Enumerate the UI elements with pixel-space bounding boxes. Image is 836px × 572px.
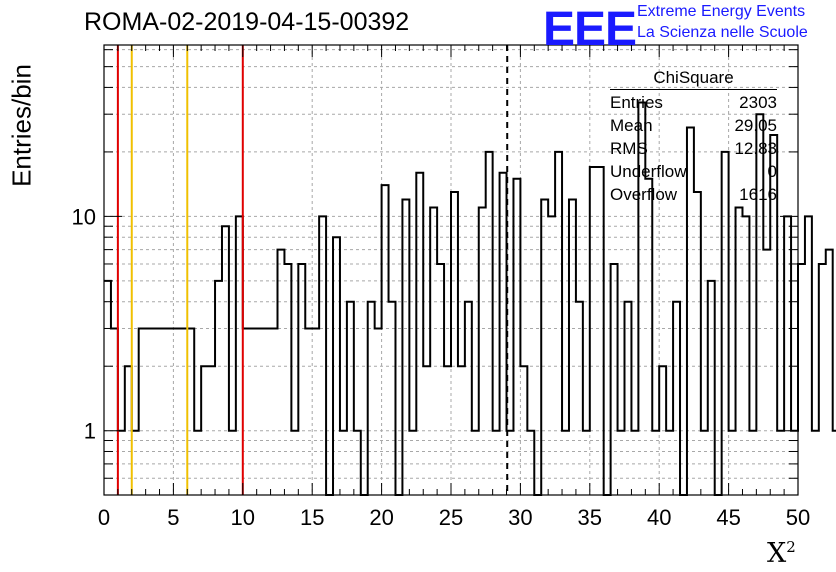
- x-tick-label: 10: [231, 505, 255, 530]
- stats-box: ChiSquare Entries 2303 Mean 29.05 RMS 12…: [610, 68, 777, 207]
- logo-tagline-2: La Scienza nelle Scuole: [637, 24, 808, 41]
- stats-row: RMS 12.83: [610, 138, 777, 161]
- stats-row: Mean 29.05: [610, 115, 777, 138]
- logo-tagline-1: Extreme Energy Events: [637, 3, 806, 20]
- grid: [104, 45, 798, 495]
- stats-row: Overflow 1616: [610, 184, 777, 207]
- x-tick-label: 15: [300, 505, 324, 530]
- x-axis-label-text: X: [767, 538, 787, 569]
- plot-title: ROMA-02-2019-04-15-00392: [84, 8, 410, 36]
- x-axis-label: X2: [767, 538, 796, 569]
- eee-logo: EEE: [543, 3, 637, 56]
- x-tick-label: 25: [439, 505, 463, 530]
- stats-row: Underflow 0: [610, 161, 777, 184]
- stats-value: 1616: [739, 185, 777, 204]
- x-tick-label: 30: [508, 505, 532, 530]
- stats-label: Underflow: [610, 162, 687, 181]
- stats-value: 0: [767, 162, 777, 181]
- stats-box-title: ChiSquare: [610, 68, 777, 90]
- y-tick-label: 10: [72, 204, 96, 229]
- x-tick-label: 40: [647, 505, 671, 530]
- x-tick-label: 20: [369, 505, 393, 530]
- y-tick-label: 1: [84, 419, 96, 444]
- x-tick-label: 45: [716, 505, 740, 530]
- x-axis-label-superscript: 2: [786, 538, 796, 556]
- stats-label: Entries: [610, 93, 663, 112]
- x-tick-label: 0: [98, 505, 110, 530]
- x-tick-label: 5: [167, 505, 179, 530]
- stats-row: Entries 2303: [610, 92, 777, 115]
- axes: 0 5 10 15 20 25 30 35 40 45 50 1 10: [72, 44, 810, 530]
- stats-label: RMS: [610, 139, 648, 158]
- x-tick-label: 35: [578, 505, 602, 530]
- marker-lines: [116, 45, 509, 495]
- x-tick-label: 50: [786, 505, 810, 530]
- stats-label: Mean: [610, 116, 653, 135]
- stats-value: 12.83: [734, 139, 777, 158]
- stats-value: 2303: [739, 93, 777, 112]
- stats-value: 29.05: [734, 116, 777, 135]
- stats-label: Overflow: [610, 185, 678, 204]
- y-axis-label: Entries/bin: [6, 64, 37, 187]
